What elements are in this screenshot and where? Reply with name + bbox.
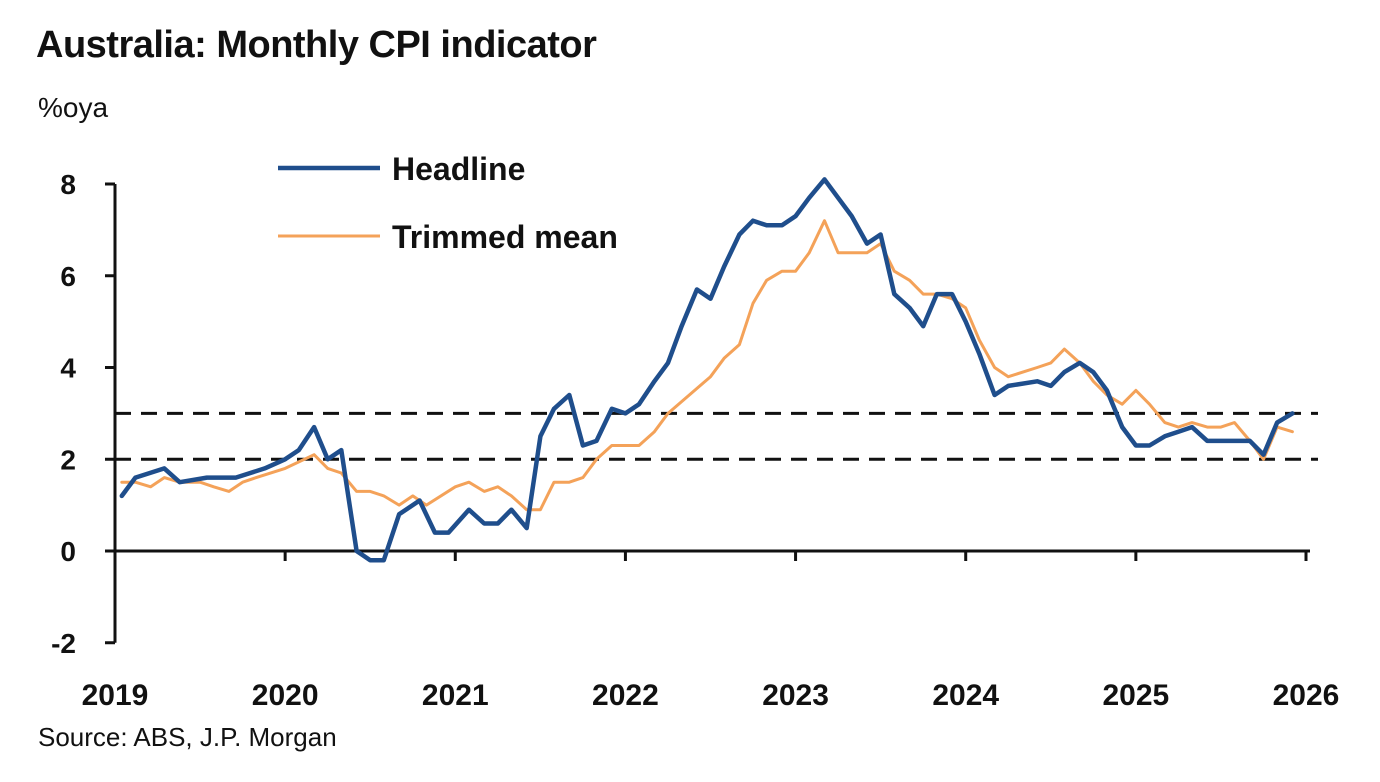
legend-label-trimmed-mean: Trimmed mean [392,219,618,255]
chart-axes: -2 0 2 4 6 8 2019 2020 2021 2022 2023 2024 2025 2026 [51,169,1339,712]
y-tick-label: -2 [51,628,76,659]
x-tick-label: 2023 [762,679,829,712]
chart-legend: Headline Trimmed mean [278,151,618,255]
y-tick-label: 2 [60,444,76,475]
series-line-headline [119,177,1295,563]
y-tick-label: 8 [60,169,76,200]
y-tick-label: 4 [60,353,76,384]
x-tick-label: 2024 [932,679,999,712]
legend-label-headline: Headline [392,151,525,187]
x-tick-label: 2020 [252,679,319,712]
y-tick-label: 0 [60,536,76,567]
y-tick-label: 6 [60,261,76,292]
series-line-trimmed-mean [120,219,1294,512]
x-tick-label: 2022 [592,679,659,712]
chart-title: Australia: Monthly CPI indicator [36,24,597,66]
x-tick-label: 2025 [1102,679,1169,712]
x-tick-label: 2026 [1273,679,1340,712]
source-note: Source: ABS, J.P. Morgan [38,722,337,752]
x-tick-label: 2019 [82,679,149,712]
x-tick-label: 2021 [422,679,489,712]
y-axis-unit-label: %oya [38,92,109,123]
series-layer [119,177,1295,563]
